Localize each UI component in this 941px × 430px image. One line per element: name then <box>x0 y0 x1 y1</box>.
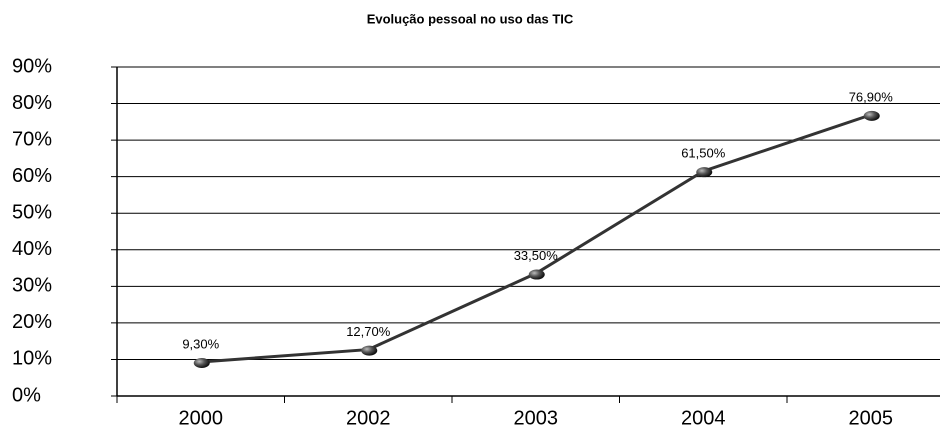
data-point <box>528 269 545 280</box>
chart-title: Evolução pessoal no uso das TIC <box>367 11 574 26</box>
y-tick-label: 10% <box>12 348 52 370</box>
data-label: 33,50% <box>514 248 559 263</box>
x-tick-label: 2004 <box>681 407 726 429</box>
data-point <box>193 358 210 369</box>
x-tick-label: 2003 <box>514 407 559 429</box>
y-tick-label: 20% <box>12 311 52 333</box>
x-tick-label: 2000 <box>179 407 224 429</box>
x-tick-label: 2005 <box>849 407 894 429</box>
y-tick-label: 0% <box>12 384 41 406</box>
x-tick-label: 2002 <box>346 407 391 429</box>
y-tick-label: 40% <box>12 238 52 260</box>
y-tick-label: 60% <box>12 165 52 187</box>
data-label: 76,90% <box>849 89 894 104</box>
y-tick-label: 50% <box>12 202 52 224</box>
y-tick-label: 80% <box>12 92 52 114</box>
data-point <box>863 110 880 121</box>
data-line <box>200 113 872 364</box>
y-tick-label: 90% <box>12 55 52 77</box>
data-label: 61,50% <box>681 146 726 161</box>
y-tick-label: 30% <box>12 275 52 297</box>
data-point <box>696 167 713 178</box>
data-point <box>361 345 378 356</box>
data-label: 12,70% <box>346 324 391 339</box>
data-label: 9,30% <box>182 336 219 351</box>
y-tick-label: 70% <box>12 128 52 150</box>
